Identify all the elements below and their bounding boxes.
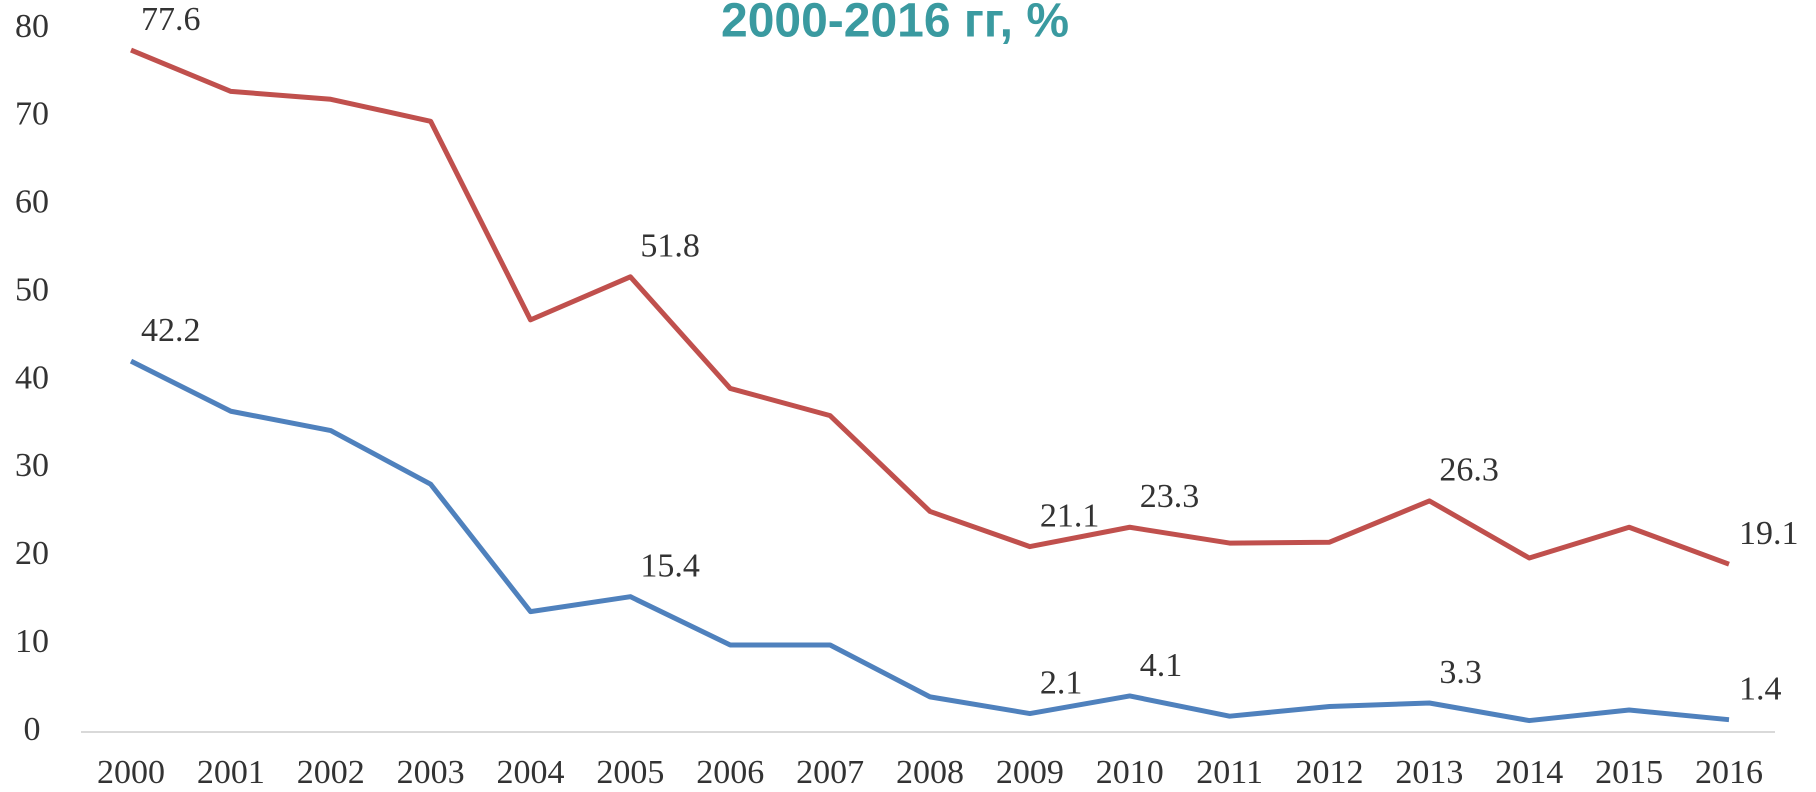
- data-label: 4.1: [1140, 647, 1183, 684]
- x-tick-label: 2008: [896, 754, 964, 791]
- x-tick-label: 2000: [97, 754, 165, 791]
- x-tick-label: 2014: [1495, 754, 1563, 791]
- x-tick-label: 2016: [1695, 754, 1763, 791]
- data-label: 51.8: [640, 228, 700, 265]
- x-tick-label: 2010: [1096, 754, 1164, 791]
- y-tick-label: 20: [15, 535, 49, 572]
- x-tick-label: 2012: [1296, 754, 1364, 791]
- line-series: [129, 358, 1730, 724]
- chart-title: 2000-2016 гг, %: [721, 0, 1069, 48]
- x-tick-label: 2009: [996, 754, 1064, 791]
- x-tick-label: 2015: [1595, 754, 1663, 791]
- data-label: 26.3: [1439, 452, 1499, 489]
- data-label: 42.2: [141, 312, 201, 349]
- data-label: 21.1: [1040, 497, 1100, 534]
- x-tick-label: 2011: [1196, 754, 1263, 791]
- line-series: [130, 47, 1730, 567]
- data-label: 77.6: [141, 1, 201, 38]
- data-label: 2.1: [1040, 664, 1083, 701]
- x-tick-label: 2013: [1395, 754, 1463, 791]
- y-tick-label: 70: [15, 96, 49, 133]
- y-tick-label: 60: [15, 184, 49, 221]
- y-tick-label: 0: [24, 711, 41, 748]
- x-tick-label: 2004: [497, 754, 565, 791]
- y-tick-label: 50: [15, 271, 49, 308]
- y-tick-label: 30: [15, 447, 49, 484]
- x-tick-label: 2003: [397, 754, 465, 791]
- data-label: 3.3: [1439, 654, 1482, 691]
- data-label: 23.3: [1140, 478, 1200, 515]
- y-tick-label: 40: [15, 359, 49, 396]
- data-label: 1.4: [1739, 670, 1782, 707]
- y-tick-label: 80: [15, 8, 49, 45]
- x-tick-label: 2007: [796, 754, 864, 791]
- x-tick-label: 2006: [696, 754, 764, 791]
- x-tick-label: 2001: [197, 754, 265, 791]
- x-tick-label: 2002: [297, 754, 365, 791]
- x-tick-label: 2005: [596, 754, 664, 791]
- data-label: 15.4: [640, 547, 700, 584]
- y-tick-label: 10: [15, 623, 49, 660]
- data-label: 19.1: [1739, 515, 1799, 552]
